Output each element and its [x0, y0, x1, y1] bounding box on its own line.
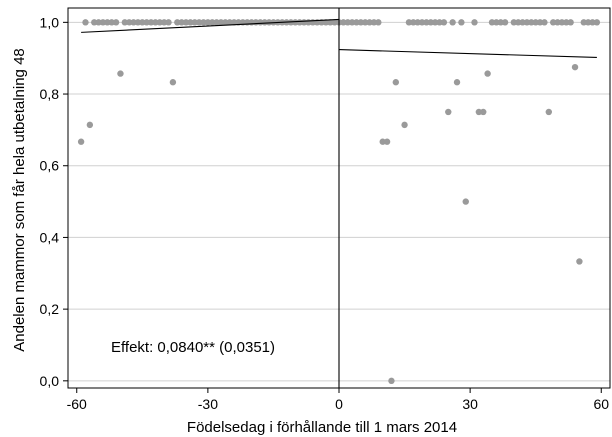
data-points	[77, 19, 601, 385]
data-point	[480, 108, 487, 116]
data-point	[117, 70, 124, 77]
x-tick-label: -60	[67, 396, 87, 412]
data-point	[541, 19, 548, 26]
y-tick-label: 0,2	[40, 301, 60, 317]
data-point	[458, 19, 465, 26]
fit-line-right	[338, 49, 597, 59]
fit-line-left	[81, 18, 340, 33]
data-point	[82, 19, 89, 26]
data-point	[86, 121, 94, 129]
x-axis-title: Födelsedag i förhållande till 1 mars 201…	[187, 419, 457, 436]
y-tick-label: 0,8	[40, 86, 60, 102]
data-point	[375, 19, 382, 26]
fit-lines	[81, 8, 597, 388]
data-point	[453, 79, 461, 86]
data-point	[449, 19, 456, 26]
y-tick-label: 0,6	[40, 158, 60, 174]
data-point	[471, 19, 478, 26]
data-point	[440, 19, 448, 26]
x-tick-label: 30	[462, 396, 478, 412]
data-point	[445, 108, 452, 116]
data-point	[571, 63, 579, 71]
data-point	[388, 377, 395, 385]
y-tick-label: 0,4	[40, 229, 60, 245]
plot-frame	[63, 7, 611, 393]
data-point	[392, 79, 400, 86]
tick-labels: 0,0 0,2 0,4 0,6 0,8 1,0 -60 -30 0 30 60	[40, 14, 610, 412]
x-tick-label: 60	[593, 396, 609, 412]
data-point	[545, 108, 553, 116]
x-tick-label: -30	[198, 396, 218, 412]
y-tick-label: 0,0	[40, 373, 60, 389]
plot-border	[67, 7, 611, 389]
x-tick-label: 0	[335, 396, 343, 412]
y-axis-title: Andelen mammor som får hela utbetalning …	[11, 48, 28, 352]
data-point	[165, 19, 172, 26]
data-point	[567, 19, 574, 26]
data-point	[501, 19, 509, 26]
data-point	[169, 79, 177, 86]
data-point	[484, 70, 491, 77]
data-point	[383, 138, 391, 145]
data-point	[112, 19, 120, 26]
y-tick-label: 1,0	[40, 14, 60, 30]
data-point	[77, 138, 85, 145]
data-point	[576, 258, 583, 265]
data-point	[462, 198, 469, 205]
effect-annotation: Effekt: 0,0840** (0,0351)	[111, 339, 275, 356]
data-point	[593, 19, 601, 26]
data-point	[401, 121, 408, 129]
